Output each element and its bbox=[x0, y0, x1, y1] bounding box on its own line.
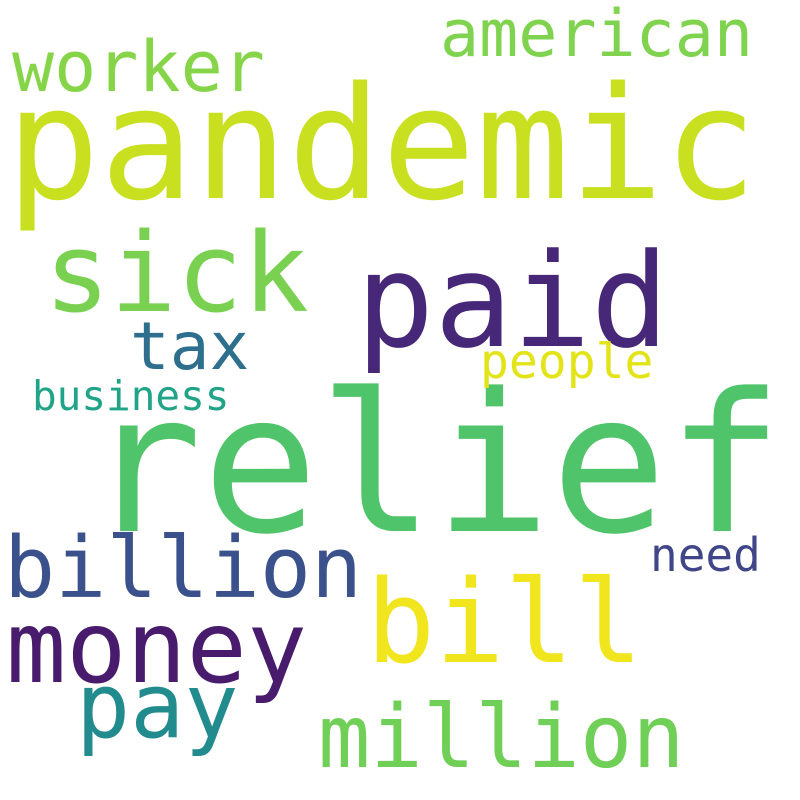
word-worker: worker bbox=[12, 26, 265, 108]
word-need: need bbox=[650, 528, 761, 582]
word-american: american bbox=[440, 0, 754, 72]
word-relief: relief bbox=[86, 352, 784, 577]
word-people: people bbox=[480, 334, 654, 390]
word-billion: billion bbox=[4, 519, 363, 618]
word-pandemic: pandemic bbox=[6, 53, 758, 235]
word-sick: sick bbox=[44, 209, 309, 337]
word-business: business bbox=[32, 372, 230, 420]
word-million: million bbox=[318, 686, 685, 788]
word-tax: tax bbox=[130, 308, 250, 385]
word-paid: paid bbox=[356, 225, 670, 377]
word-money: money bbox=[6, 589, 308, 706]
word-bill: bill bbox=[366, 556, 643, 690]
word-pay: pay bbox=[76, 654, 239, 759]
